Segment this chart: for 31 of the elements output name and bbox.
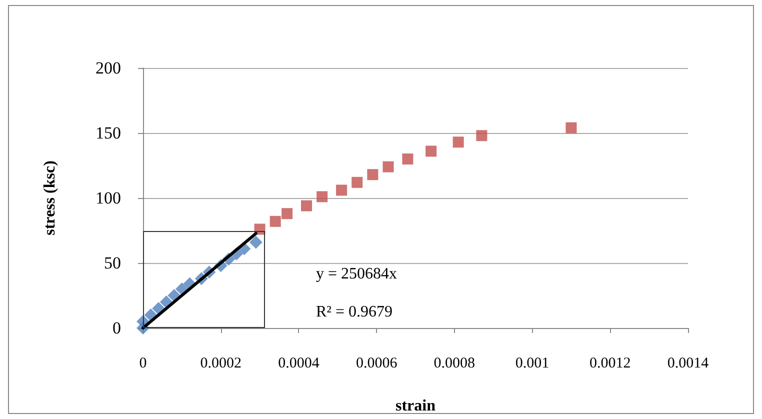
x-tick-label: 0.0004 (278, 356, 320, 372)
point (301, 200, 312, 212)
x-axis-title: strain (396, 398, 436, 414)
point (316, 191, 328, 202)
point (352, 176, 363, 188)
x-tick-label: 0.0008 (434, 356, 476, 372)
y-tick-label: 200 (96, 58, 121, 78)
point (282, 208, 293, 220)
point (452, 136, 464, 148)
point (402, 154, 414, 164)
point (476, 130, 488, 142)
y-tick-label: 50 (104, 254, 121, 272)
x-tick-label: 0.0014 (667, 356, 710, 372)
y-tick-label: 0 (112, 318, 121, 338)
point (336, 184, 348, 196)
annotation: y = 250684x (316, 266, 398, 282)
x-tick-label: 0.0012 (590, 356, 631, 372)
annotation: R² = 0.9679 (316, 304, 392, 320)
y-tick-label: 150 (96, 124, 121, 142)
point (367, 169, 378, 180)
x-tick-label: 0.0006 (356, 356, 398, 372)
x-tick-label: 0.0002 (200, 356, 242, 372)
point (426, 146, 437, 157)
y-axis-title: stress (ksc) (42, 160, 58, 236)
point (249, 236, 262, 249)
y-tick-label: 100 (96, 188, 121, 208)
point (270, 216, 281, 227)
x-tick-label: 0 (139, 356, 147, 372)
point (382, 161, 394, 172)
point (566, 122, 577, 134)
x-tick-label: 0.001 (515, 356, 550, 372)
